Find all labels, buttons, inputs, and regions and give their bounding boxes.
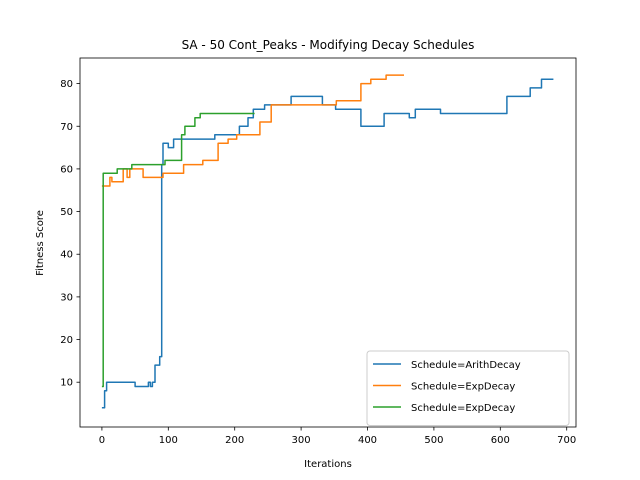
- x-tick-label: 300: [292, 435, 311, 446]
- y-axis-label: Fitness Score: [35, 210, 46, 276]
- legend: Schedule=ArithDecay Schedule=ExpDecay Sche…: [366, 350, 570, 426]
- y-tick-label: 70: [60, 122, 73, 133]
- x-tick-label: 200: [225, 435, 244, 446]
- series-line-1: [101, 78, 554, 409]
- legend-box: [366, 350, 570, 426]
- plot-area: [79, 57, 577, 428]
- legend-label-3: Schedule=ExpDecay: [411, 403, 515, 414]
- x-tick-label: 700: [557, 435, 576, 446]
- x-tick-label: 400: [358, 435, 377, 446]
- axes-frame: [79, 57, 577, 428]
- x-axis-label: Iterations: [304, 459, 352, 470]
- y-tick-label: 20: [60, 335, 73, 346]
- x-tick-label: 0: [99, 435, 105, 446]
- y-tick-label: 60: [60, 164, 73, 175]
- legend-label-2: Schedule=ExpDecay: [411, 382, 515, 393]
- y-tick-label: 80: [60, 79, 73, 90]
- x-tick-label: 600: [491, 435, 510, 446]
- y-tick-label: 30: [60, 292, 73, 303]
- y-tick-label: 10: [60, 378, 73, 389]
- chart-title: SA - 50 Cont_Peaks - Modifying Decay Sch…: [182, 38, 475, 52]
- y-tick-label: 40: [60, 250, 73, 261]
- axis-ticks: 0 100 200 300 400 500 600 700 10 20 30 40 50 60 70 80: [60, 79, 576, 446]
- series-line-3: [101, 112, 255, 388]
- x-tick-label: 500: [424, 435, 443, 446]
- legend-label-1: Schedule=ArithDecay: [411, 360, 521, 371]
- y-tick-label: 50: [60, 207, 73, 218]
- x-tick-label: 100: [159, 435, 178, 446]
